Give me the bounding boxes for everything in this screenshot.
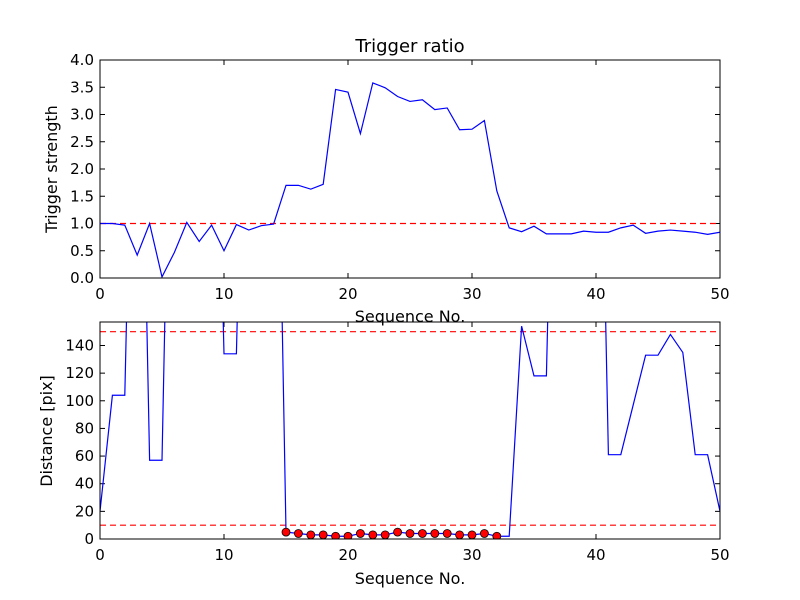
y-tick-label: 3.0 (70, 106, 94, 124)
y-tick-label: 120 (65, 364, 94, 382)
y-tick-label: 40 (75, 475, 94, 493)
x-tick-label: 0 (95, 285, 105, 303)
y-tick-label: 1.0 (70, 215, 94, 233)
y-tick-label: 20 (75, 502, 94, 520)
x-tick-label: 30 (462, 285, 481, 303)
trigger-strength-line (100, 82, 720, 278)
data-point-marker (318, 530, 328, 539)
bottom-y-axis-label: Distance [pix] (37, 375, 56, 487)
data-point-marker (467, 530, 477, 539)
x-tick-label: 10 (214, 285, 233, 303)
y-tick-label: 2.5 (70, 133, 94, 151)
x-tick-label: 20 (338, 546, 357, 564)
trigger-ratio-plot: Trigger ratio Sequence No. Trigger stren… (42, 36, 730, 326)
y-tick-label: 60 (75, 447, 94, 465)
y-tick-label: 4.0 (70, 51, 94, 69)
data-point-marker (368, 530, 378, 539)
y-tick-label: 0 (84, 530, 94, 548)
y-tick-label: 0.0 (70, 269, 94, 287)
x-tick-label: 30 (462, 546, 481, 564)
distance-markers (281, 527, 502, 539)
y-tick-label: 140 (65, 336, 94, 354)
x-tick-label: 40 (586, 285, 605, 303)
data-point-marker (393, 527, 403, 537)
y-tick-label: 1.5 (70, 187, 94, 205)
x-tick-label: 50 (710, 546, 729, 564)
top-y-axis-label: Trigger strength (42, 105, 61, 234)
data-point-marker (442, 529, 452, 538)
bottom-threshold-lines (100, 331, 720, 526)
data-point-marker (343, 531, 353, 539)
x-tick-label: 20 (338, 285, 357, 303)
data-point-marker (492, 531, 502, 539)
x-tick-label: 50 (710, 285, 729, 303)
plot-title: Trigger ratio (354, 36, 464, 57)
y-tick-label: 0.5 (70, 242, 94, 260)
data-point-marker (405, 529, 415, 538)
data-point-marker (355, 529, 365, 538)
y-tick-label: 2.0 (70, 160, 94, 178)
bottom-x-axis-label: Sequence No. (355, 569, 466, 588)
x-tick-label: 40 (586, 546, 605, 564)
y-tick-label: 80 (75, 419, 94, 437)
top-x-axis-label: Sequence No. (355, 307, 466, 326)
x-tick-label: 10 (214, 546, 233, 564)
top-tick-labels: 0 10 20 30 40 50 0.0 0.5 1.0 1.5 2.0 2.5 3.0 3.5 4.0 (70, 51, 729, 303)
y-tick-label: 100 (65, 392, 94, 410)
data-point-marker (281, 527, 291, 537)
bottom-axes-frame (99, 321, 721, 540)
data-point-marker (306, 530, 316, 539)
data-point-marker (417, 529, 427, 538)
y-tick-label: 3.5 (70, 78, 94, 96)
distance-plot: Sequence No. Distance [pix] 0 10 20 30 40 500… (37, 321, 730, 588)
data-point-marker (479, 529, 489, 538)
x-tick-label: 0 (95, 546, 105, 564)
data-point-marker (293, 529, 303, 538)
data-point-marker (380, 530, 390, 539)
bottom-tick-labels: 0 10 20 30 40 50 0 20 40 60 80 100 120 140 (65, 336, 729, 564)
data-point-marker (331, 531, 340, 539)
data-point-marker (430, 529, 440, 538)
data-point-marker (455, 530, 464, 539)
top-axes-frame (99, 59, 721, 279)
